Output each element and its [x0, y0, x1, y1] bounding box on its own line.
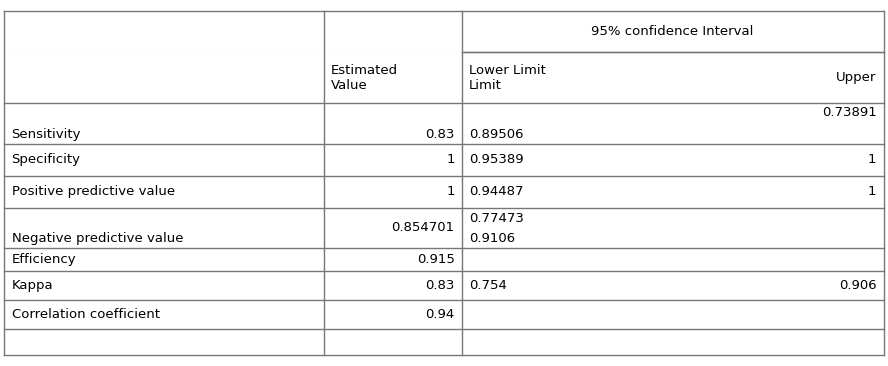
Text: Correlation coefficient: Correlation coefficient [12, 308, 160, 321]
Text: 95% confidence Interval: 95% confidence Interval [591, 25, 754, 38]
Text: Negative predictive value: Negative predictive value [12, 232, 183, 245]
Text: Efficiency: Efficiency [12, 253, 76, 266]
Text: Sensitivity: Sensitivity [12, 128, 81, 141]
Text: 1: 1 [446, 185, 455, 198]
Text: 0.83: 0.83 [425, 279, 455, 292]
Text: 0.77473: 0.77473 [469, 212, 524, 225]
Text: 0.94487: 0.94487 [469, 185, 523, 198]
Text: 0.915: 0.915 [416, 253, 455, 266]
Text: 0.83: 0.83 [425, 128, 455, 141]
Text: 0.754: 0.754 [469, 279, 507, 292]
Text: Lower Limit
Limit: Lower Limit Limit [469, 64, 546, 92]
Text: 0.89506: 0.89506 [469, 128, 523, 141]
Text: 0.73891: 0.73891 [821, 105, 876, 119]
Text: 1: 1 [868, 185, 876, 198]
Text: Positive predictive value: Positive predictive value [12, 185, 175, 198]
Text: 0.854701: 0.854701 [392, 221, 455, 234]
Text: 0.9106: 0.9106 [469, 232, 515, 245]
Text: 0.906: 0.906 [839, 279, 876, 292]
Text: 1: 1 [446, 153, 455, 167]
Text: 1: 1 [868, 153, 876, 167]
Text: Estimated
Value: Estimated Value [331, 64, 399, 92]
Text: 0.95389: 0.95389 [469, 153, 524, 167]
Text: Specificity: Specificity [12, 153, 81, 167]
Text: Kappa: Kappa [12, 279, 53, 292]
Text: 0.94: 0.94 [425, 308, 455, 321]
Text: Upper: Upper [836, 71, 876, 84]
